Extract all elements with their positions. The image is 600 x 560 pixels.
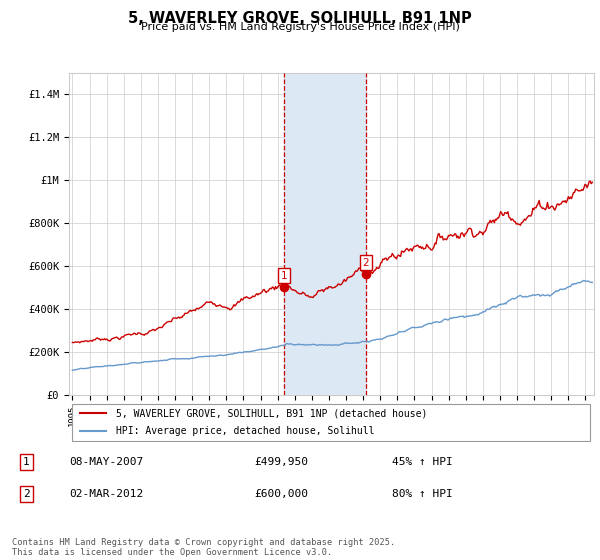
Bar: [284, 73, 366, 395]
Text: 45% ↑ HPI: 45% ↑ HPI: [392, 457, 453, 467]
Text: 80% ↑ HPI: 80% ↑ HPI: [392, 489, 453, 500]
Text: 2: 2: [363, 258, 370, 268]
Text: 08-MAY-2007: 08-MAY-2007: [70, 457, 144, 467]
Text: 1: 1: [280, 270, 287, 281]
Text: 5, WAVERLEY GROVE, SOLIHULL, B91 1NP: 5, WAVERLEY GROVE, SOLIHULL, B91 1NP: [128, 11, 472, 26]
Text: £600,000: £600,000: [254, 489, 308, 500]
Text: 2: 2: [23, 489, 30, 500]
Text: 5, WAVERLEY GROVE, SOLIHULL, B91 1NP (detached house): 5, WAVERLEY GROVE, SOLIHULL, B91 1NP (de…: [116, 408, 428, 418]
FancyBboxPatch shape: [71, 404, 590, 441]
Text: HPI: Average price, detached house, Solihull: HPI: Average price, detached house, Soli…: [116, 426, 375, 436]
Text: 02-MAR-2012: 02-MAR-2012: [70, 489, 144, 500]
Text: Price paid vs. HM Land Registry's House Price Index (HPI): Price paid vs. HM Land Registry's House …: [140, 22, 460, 32]
Text: £499,950: £499,950: [254, 457, 308, 467]
Text: Contains HM Land Registry data © Crown copyright and database right 2025.
This d: Contains HM Land Registry data © Crown c…: [12, 538, 395, 557]
Text: 1: 1: [23, 457, 30, 467]
